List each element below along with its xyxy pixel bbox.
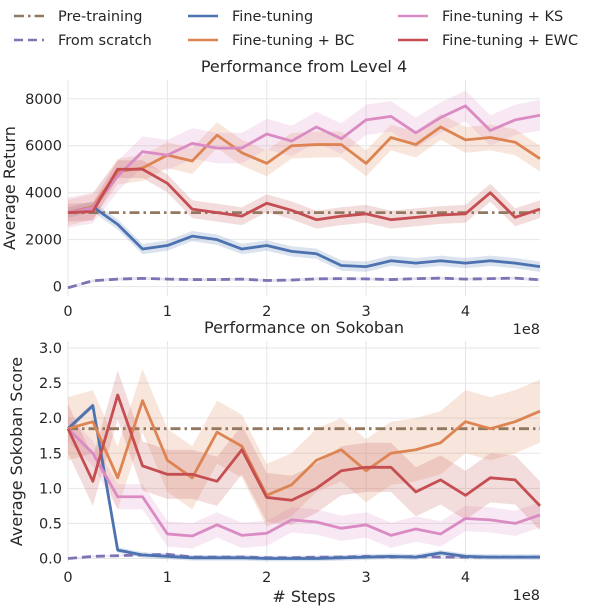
band-fine-tuning-ewc [68,370,540,531]
series-line-fine-tuning [67,205,541,269]
y-tick-label: 0.5 [39,516,62,532]
legend-item-fine-tuning-ks: Fine-tuning + KS [398,9,563,25]
chart-performance-from-level-4: 0 1 2 3 4 0 2000 4000 6000 8000 Performance from L… [0,57,541,338]
y-tick-label: 2.5 [39,376,62,392]
x-tick-labels: 0 1 2 3 4 [63,304,470,320]
y-tick-label: 1.0 [39,481,62,497]
series-lines [66,393,542,560]
legend: Pre-training From scratch Fine-tuning Fine-… [14,9,578,49]
series-line-fine-tuning-ks [67,104,541,215]
band-fine-tuning-bc [68,114,540,226]
plot-area [68,80,540,296]
band-fine-tuning-ks [68,90,540,228]
series-line-fine-tuning [67,404,540,560]
grid [67,80,540,296]
legend-label: Fine-tuning + EWC [442,33,578,49]
series-line-fine-tuning-ewc [66,393,542,507]
x-tick-label: 3 [361,304,370,320]
legend-label: Fine-tuning + BC [232,33,354,49]
chart-title: Performance from Level 4 [201,57,407,76]
legend-item-fine-tuning: Fine-tuning [188,9,313,25]
x-tick-label: 3 [361,570,370,586]
x-axis-label: # Steps [272,587,335,606]
x-tick-label: 2 [262,304,271,320]
y-tick-label: 3.0 [39,341,62,357]
x-tick-label: 1 [163,304,172,320]
legend-label: Fine-tuning + KS [442,9,563,25]
y-tick-label: 1.5 [39,446,62,462]
y-axis-label: Average Sokoban Score [7,357,26,546]
y-tick-label: 4000 [25,186,62,202]
series-line-fine-tuning-ewc [67,167,541,222]
legend-item-from-scratch: From scratch [14,33,152,49]
legend-item-pre-training: Pre-training [14,9,142,25]
series-line-from-scratch [67,276,541,290]
x-axis-multiplier: 1e8 [513,322,540,338]
chart-title: Performance on Sokoban [204,318,404,337]
y-tick-label: 0.0 [39,551,62,567]
chart-performance-on-sokoban: 0 1 2 3 4 0.0 0.5 1.0 1.5 2.0 2.5 3.0 Performance on… [7,318,542,606]
series-lines [67,104,541,290]
band-fine-tuning [68,201,540,272]
x-tick-label: 1 [163,570,172,586]
x-tick-labels: 0 1 2 3 4 [63,570,470,586]
legend-label: Fine-tuning [232,9,313,25]
x-tick-label: 4 [461,304,470,320]
y-tick-labels: 0 2000 4000 6000 8000 [25,92,62,296]
y-axis-label: Average Return [0,126,19,250]
plot-area [68,341,540,562]
series-line-fine-tuning-bc [67,399,541,497]
band-fine-tuning-bc [68,369,540,527]
y-tick-labels: 0.0 0.5 1.0 1.5 2.0 2.5 3.0 [39,341,62,567]
legend-item-fine-tuning-ewc: Fine-tuning + EWC [398,33,578,49]
series-line-fine-tuning-ks [67,427,541,538]
y-tick-label: 6000 [25,139,62,155]
y-tick-label: 8000 [25,92,62,108]
x-axis-multiplier: 1e8 [513,588,540,604]
grid [67,341,540,562]
legend-label: From scratch [58,33,152,49]
x-tick-label: 2 [262,570,271,586]
y-tick-label: 0 [53,280,62,296]
x-tick-label: 0 [63,304,72,320]
y-tick-label: 2.0 [39,411,62,427]
y-tick-label: 2000 [25,233,62,249]
series-line-fine-tuning-bc [67,125,541,215]
legend-label: Pre-training [58,9,142,25]
x-tick-label: 0 [63,570,72,586]
x-tick-label: 4 [461,570,470,586]
legend-item-fine-tuning-bc: Fine-tuning + BC [188,33,354,49]
